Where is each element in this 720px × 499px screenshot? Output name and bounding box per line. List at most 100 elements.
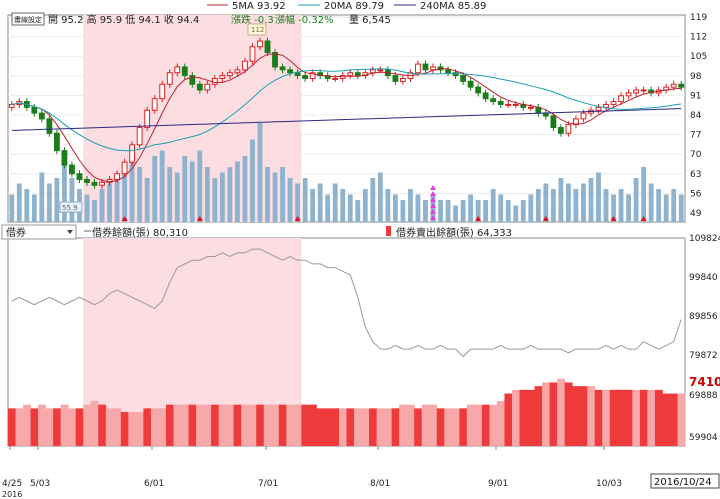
candle-body	[580, 112, 587, 120]
short-balance-bar	[113, 408, 122, 446]
candle-body	[625, 92, 632, 97]
short-balance-bar	[308, 404, 317, 446]
ma240-legend-label: 240MA 85.89	[420, 1, 486, 12]
volume-bar	[641, 167, 647, 222]
short-balance-bar	[286, 404, 295, 446]
short-balance-bar	[8, 408, 16, 446]
candle-body	[257, 40, 263, 48]
chevron-down-icon[interactable]	[67, 230, 73, 234]
candle-body	[595, 106, 602, 111]
candle-body	[452, 72, 459, 77]
short-balance-bar	[632, 389, 641, 446]
draw-settings-label: 畫線設定	[14, 15, 42, 24]
short-balance-bar	[218, 404, 227, 446]
volume-bar	[24, 189, 30, 222]
price-tick-label: 98	[690, 72, 702, 82]
candle-body	[8, 103, 15, 108]
candle-body	[557, 127, 564, 134]
draw-settings-button[interactable]	[11, 12, 45, 26]
candle-body	[279, 66, 286, 71]
short-balance-bar	[549, 382, 558, 446]
volume-bar	[656, 189, 662, 222]
candle-body	[610, 101, 617, 105]
volume-marker	[475, 216, 482, 221]
candle-body	[234, 69, 241, 74]
candle-body	[99, 181, 105, 186]
upper-frame	[7, 14, 686, 223]
volume-bar	[633, 178, 639, 222]
short-balance-bar	[105, 408, 114, 446]
short-balance-bar	[361, 408, 370, 446]
date-tick-label: 5/03	[30, 479, 50, 489]
volume-bar	[445, 200, 451, 222]
volume-bar	[182, 156, 188, 222]
candle-body	[129, 144, 136, 163]
price-tick-label: 105	[690, 52, 707, 62]
volume-bar	[535, 189, 541, 222]
current-date-box	[650, 473, 720, 489]
short-balance-bar	[451, 408, 460, 446]
candle-body	[550, 115, 557, 129]
volume-marker	[542, 216, 549, 221]
volume-bar	[490, 189, 496, 222]
short-balance-bar	[391, 408, 400, 446]
volume-bar	[152, 156, 158, 222]
candle-body	[422, 63, 429, 71]
candle-body	[174, 66, 181, 74]
short-balance-bar	[384, 408, 393, 446]
volume-bar	[287, 178, 293, 222]
series2-legend-swatch	[386, 226, 391, 236]
magenta-marker	[430, 185, 437, 190]
price-tick-label: 56	[690, 189, 702, 199]
candle-body	[490, 98, 497, 103]
volume-marker	[610, 216, 617, 221]
lower-tick-label: 69888	[689, 391, 718, 401]
volume-bar	[144, 178, 150, 222]
short-balance-bar	[23, 404, 31, 446]
date-tick-label: 9/01	[488, 479, 508, 489]
volume-bar	[385, 189, 391, 222]
volume-bar	[400, 200, 406, 222]
price-tick-label: 70	[690, 150, 702, 160]
short-balance-bar	[45, 408, 54, 446]
ohlc-text: 開 95.2 高 95.9 低 94.1 收 94.4	[48, 13, 199, 26]
volume-bar	[626, 194, 631, 222]
short-balance-bar	[248, 404, 257, 446]
candle-body	[670, 83, 677, 88]
volume-bar	[92, 200, 97, 222]
volume-bar	[505, 200, 511, 222]
volume-bar	[62, 161, 67, 222]
volume-bar	[9, 194, 15, 222]
candle-body	[151, 98, 158, 111]
volume-bar	[528, 194, 534, 222]
volume-bar	[611, 194, 616, 222]
magenta-marker	[430, 215, 437, 220]
short-balance-bar	[534, 386, 543, 446]
short-balance-bar	[143, 408, 152, 446]
candle-body	[445, 69, 451, 74]
candle-body	[482, 92, 489, 100]
indicator-selector[interactable]	[1, 224, 77, 240]
candle-body	[121, 161, 128, 175]
short-balance-bar	[53, 408, 62, 446]
short-balance-bar	[414, 408, 423, 446]
candle-body	[603, 103, 609, 108]
volume-bar	[84, 194, 90, 222]
volume-bar	[581, 183, 586, 222]
volume-bar	[671, 189, 677, 222]
volume-bar	[107, 183, 112, 222]
short-balance-bar	[331, 408, 340, 446]
candle-body	[377, 69, 384, 72]
short-balance-bar	[527, 389, 535, 446]
volume-bar	[257, 123, 263, 222]
volume-bar	[167, 167, 173, 222]
ma5-legend-label: 5MA 93.92	[232, 1, 286, 12]
volume-bar	[39, 172, 45, 222]
volume-bar	[310, 189, 316, 222]
volume-bar	[596, 172, 601, 222]
short-balance-bar	[196, 404, 204, 446]
lower-tick-label: 99840	[689, 273, 718, 283]
date-tick-label: 7/01	[258, 479, 278, 489]
candle-body	[392, 75, 399, 82]
